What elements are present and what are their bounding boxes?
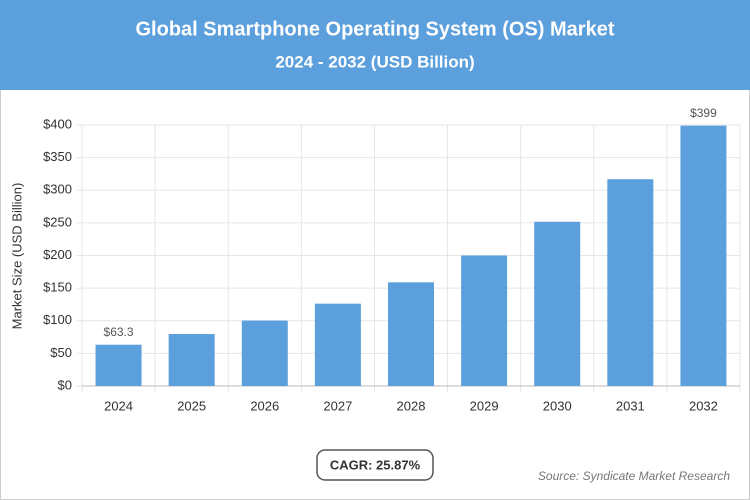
cagr-box bbox=[316, 449, 434, 481]
y-tick-label: $100 bbox=[43, 312, 72, 327]
value-label: $63.3 bbox=[104, 325, 134, 339]
x-tick-label: 2032 bbox=[689, 398, 718, 413]
x-tick-label: 2025 bbox=[177, 398, 206, 413]
x-tick-label: 2029 bbox=[470, 398, 499, 413]
y-tick-label: $400 bbox=[43, 116, 72, 131]
y-tick-label: $300 bbox=[43, 182, 72, 197]
y-tick-label: $50 bbox=[50, 345, 72, 360]
y-tick-label: $0 bbox=[58, 377, 72, 392]
bar bbox=[680, 125, 727, 386]
y-axis-label: Market Size (USD Billion) bbox=[9, 183, 24, 330]
y-tick-label: $250 bbox=[43, 214, 72, 229]
value-label: $399 bbox=[690, 106, 717, 120]
bar bbox=[168, 333, 215, 386]
x-tick-label: 2030 bbox=[543, 398, 572, 413]
bar bbox=[95, 344, 142, 386]
x-tick-label: 2028 bbox=[397, 398, 426, 413]
x-tick-label: 2024 bbox=[104, 398, 133, 413]
x-tick-label: 2027 bbox=[323, 398, 352, 413]
chart-title: Global Smartphone Operating System (OS) … bbox=[136, 18, 615, 40]
x-tick-label: 2026 bbox=[250, 398, 279, 413]
bar bbox=[607, 179, 654, 386]
bar bbox=[388, 282, 434, 386]
y-tick-label: $150 bbox=[43, 280, 72, 295]
bar bbox=[534, 221, 581, 386]
y-tick-label: $200 bbox=[43, 247, 72, 262]
source-note: Source: Syndicate Market Research bbox=[538, 469, 730, 483]
y-tick-label: $350 bbox=[43, 149, 72, 164]
header-band bbox=[0, 0, 750, 90]
bar bbox=[461, 255, 508, 386]
bar bbox=[314, 303, 361, 386]
x-tick-label: 2031 bbox=[616, 398, 645, 413]
chart-subtitle: 2024 - 2032 (USD Billion) bbox=[275, 52, 474, 71]
cagr-label: CAGR: 25.87% bbox=[330, 457, 421, 472]
bar bbox=[241, 320, 288, 386]
